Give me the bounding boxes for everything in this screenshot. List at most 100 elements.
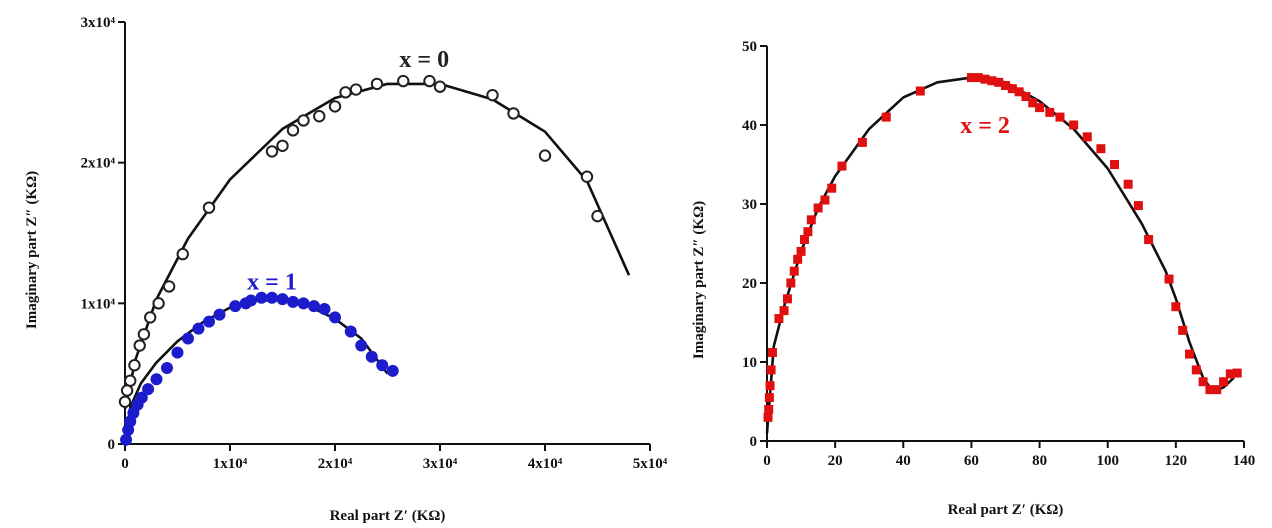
data-point bbox=[202, 201, 216, 214]
data-point bbox=[1205, 385, 1215, 395]
data-point bbox=[538, 149, 552, 162]
data-point bbox=[1232, 368, 1242, 378]
data-point bbox=[365, 350, 378, 363]
y-axis-title: Imaginary part Z″ (KΩ) bbox=[691, 201, 707, 359]
x-axis-title: Real part Z′ (KΩ) bbox=[330, 508, 446, 524]
data-point bbox=[423, 74, 436, 88]
data-point bbox=[118, 395, 132, 408]
data-point bbox=[1178, 325, 1188, 335]
data-point bbox=[161, 362, 173, 375]
data-point bbox=[1144, 235, 1154, 245]
data-point bbox=[308, 300, 320, 313]
data-point bbox=[1133, 201, 1143, 211]
data-point bbox=[774, 314, 784, 324]
data-point bbox=[820, 195, 830, 205]
data-point bbox=[355, 339, 368, 352]
data-point bbox=[1001, 81, 1010, 90]
data-point bbox=[1045, 107, 1055, 117]
data-point bbox=[764, 393, 774, 403]
x-tick-label: 80 bbox=[1032, 453, 1047, 469]
data-point bbox=[763, 412, 773, 422]
data-point bbox=[973, 73, 983, 83]
right-panel: 0 20 40 60 80 100 120 140 0 10 20 30 40 50 Real part Z… bbox=[691, 39, 1255, 518]
data-point bbox=[162, 280, 176, 293]
data-point bbox=[857, 137, 867, 147]
data-point bbox=[786, 278, 796, 288]
series-x-0 bbox=[118, 74, 631, 410]
y-tick-label: 0 bbox=[108, 437, 116, 453]
data-point bbox=[344, 325, 357, 338]
y-tick-label: 30 bbox=[742, 197, 757, 213]
data-point bbox=[297, 297, 310, 310]
data-point bbox=[1123, 179, 1133, 189]
data-point bbox=[1171, 302, 1181, 312]
data-point bbox=[1191, 365, 1201, 375]
data-point bbox=[370, 77, 384, 91]
data-point bbox=[176, 247, 189, 261]
data-point bbox=[265, 145, 279, 158]
data-point bbox=[229, 300, 242, 313]
data-point bbox=[1055, 112, 1065, 122]
data-point bbox=[806, 215, 816, 225]
data-point bbox=[313, 110, 326, 123]
data-point bbox=[120, 433, 133, 446]
data-point bbox=[144, 311, 157, 324]
data-point bbox=[1028, 98, 1038, 108]
data-point bbox=[182, 332, 194, 345]
data-point bbox=[397, 74, 410, 88]
series-x-2 bbox=[763, 73, 1242, 434]
x-tick-label: 5x10⁴ bbox=[633, 456, 668, 472]
data-point bbox=[171, 346, 184, 359]
data-point bbox=[1021, 92, 1031, 102]
data-point bbox=[135, 391, 148, 404]
left-panel: 0 1x10⁴ 2x10⁴ 3x10⁴ 4x10⁴ 5x10⁴ 0 1x10⁴ 2x10⁴ 3x1… bbox=[24, 15, 668, 524]
data-point bbox=[799, 235, 809, 245]
data-point bbox=[150, 373, 163, 386]
data-point bbox=[767, 348, 777, 358]
data-point bbox=[813, 203, 823, 213]
x-tick-label: 3x10⁴ bbox=[423, 456, 458, 472]
data-point bbox=[276, 139, 289, 152]
data-point bbox=[827, 183, 837, 193]
data-point bbox=[591, 209, 604, 223]
data-point bbox=[328, 100, 342, 113]
data-point bbox=[1035, 103, 1045, 113]
data-point bbox=[133, 339, 146, 352]
data-point bbox=[994, 77, 1004, 87]
data-point bbox=[789, 266, 799, 276]
data-point bbox=[329, 311, 341, 324]
data-point bbox=[966, 73, 976, 83]
series-annotation: x = 1 bbox=[247, 269, 297, 295]
data-point bbox=[881, 112, 891, 122]
y-tick-label: 50 bbox=[742, 39, 757, 55]
data-point bbox=[1219, 377, 1229, 387]
series-x-1 bbox=[120, 291, 399, 446]
x-tick-label: 0 bbox=[121, 456, 129, 472]
data-point bbox=[987, 76, 997, 86]
x-tick-label: 60 bbox=[964, 453, 979, 469]
data-point bbox=[580, 170, 594, 183]
data-point bbox=[764, 404, 774, 414]
series-annotation: x = 2 bbox=[960, 113, 1010, 139]
data-point bbox=[339, 86, 352, 99]
data-point bbox=[1212, 385, 1222, 395]
data-point bbox=[203, 315, 215, 328]
data-point bbox=[128, 359, 141, 372]
data-point bbox=[1110, 160, 1120, 169]
x-tick-label: 0 bbox=[763, 453, 771, 469]
data-point bbox=[245, 294, 257, 307]
data-point bbox=[796, 246, 806, 256]
data-point bbox=[486, 88, 499, 102]
data-point bbox=[137, 328, 151, 341]
data-point bbox=[1184, 349, 1194, 359]
data-point bbox=[1082, 132, 1092, 142]
data-point bbox=[915, 86, 925, 96]
y-tick-label: 2x10⁴ bbox=[81, 156, 116, 172]
data-point bbox=[1007, 84, 1017, 94]
data-point bbox=[318, 302, 331, 315]
data-point bbox=[386, 364, 399, 377]
y-tick-label: 1x10⁴ bbox=[81, 296, 116, 312]
y-tick-label: 10 bbox=[742, 355, 757, 371]
data-point bbox=[120, 384, 134, 397]
